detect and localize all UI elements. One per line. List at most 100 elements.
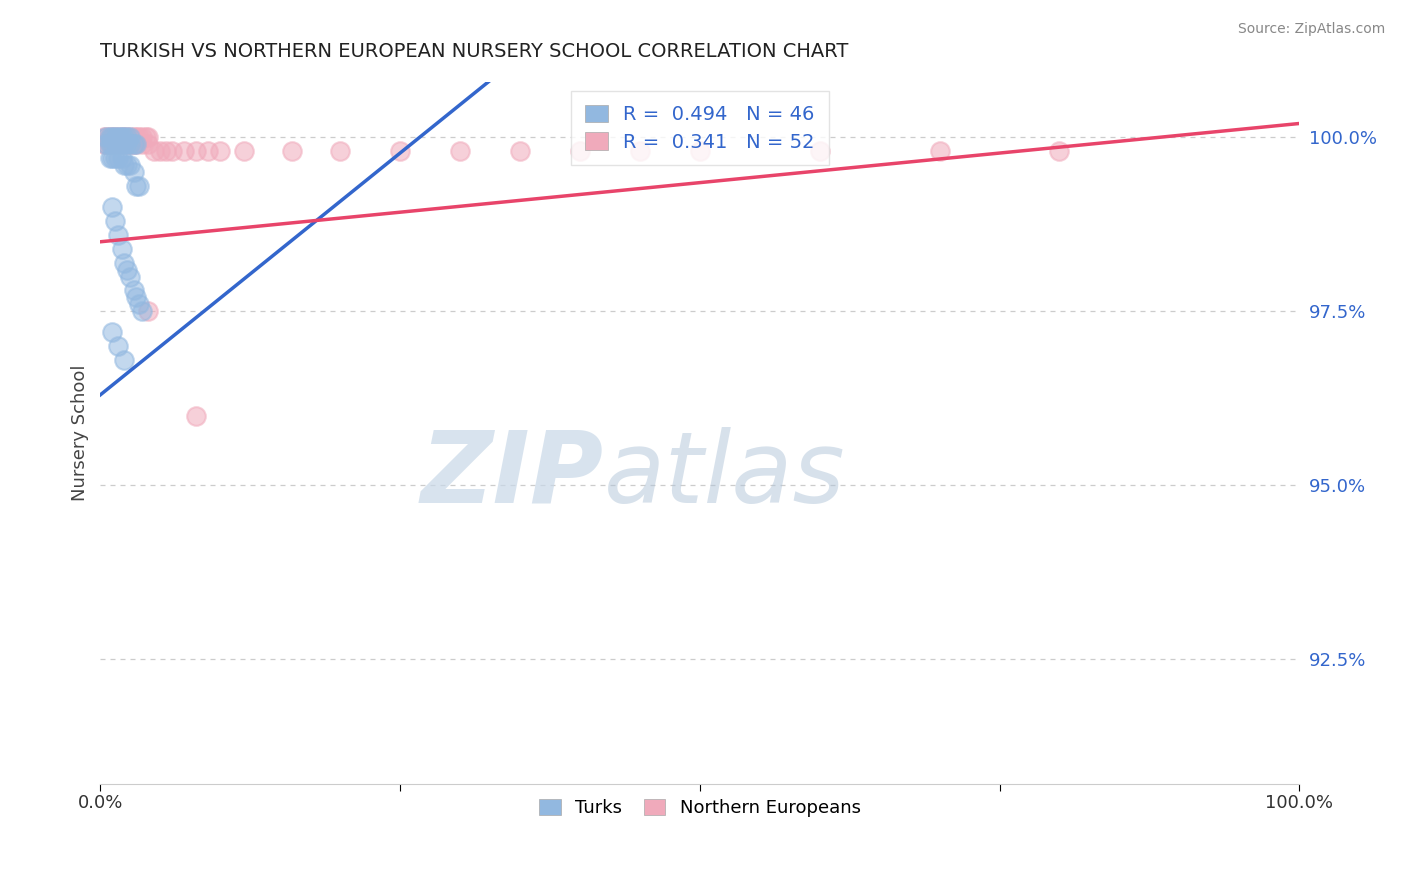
Point bbox=[101, 137, 124, 152]
Text: atlas: atlas bbox=[603, 426, 845, 524]
Point bbox=[98, 137, 121, 152]
Point bbox=[233, 145, 256, 159]
Point bbox=[112, 130, 135, 145]
Point bbox=[125, 290, 148, 304]
Point bbox=[120, 269, 142, 284]
Point bbox=[186, 409, 208, 423]
Point bbox=[93, 137, 115, 152]
Point bbox=[98, 151, 121, 165]
Point bbox=[111, 130, 134, 145]
Point bbox=[155, 145, 177, 159]
Point bbox=[98, 130, 121, 145]
Point bbox=[112, 137, 135, 152]
Point bbox=[96, 130, 118, 145]
Point bbox=[115, 130, 138, 145]
Point bbox=[104, 151, 127, 165]
Point bbox=[115, 262, 138, 277]
Point bbox=[122, 130, 145, 145]
Point bbox=[98, 137, 121, 152]
Point bbox=[112, 130, 135, 145]
Point bbox=[104, 214, 127, 228]
Point bbox=[281, 145, 304, 159]
Point bbox=[128, 297, 150, 311]
Point bbox=[143, 145, 166, 159]
Point bbox=[389, 145, 412, 159]
Point bbox=[120, 137, 142, 152]
Y-axis label: Nursery School: Nursery School bbox=[72, 365, 89, 501]
Point bbox=[112, 137, 135, 152]
Point bbox=[209, 145, 232, 159]
Point bbox=[808, 145, 831, 159]
Point bbox=[122, 284, 145, 298]
Point bbox=[101, 137, 124, 152]
Point bbox=[98, 130, 121, 145]
Point bbox=[111, 242, 134, 256]
Point bbox=[125, 137, 148, 152]
Point bbox=[135, 130, 157, 145]
Point bbox=[689, 145, 711, 159]
Point bbox=[136, 137, 159, 152]
Point bbox=[120, 137, 142, 152]
Point bbox=[173, 145, 195, 159]
Point bbox=[128, 179, 150, 194]
Point bbox=[112, 255, 135, 269]
Point bbox=[120, 130, 142, 145]
Point bbox=[568, 145, 591, 159]
Point bbox=[136, 130, 159, 145]
Point bbox=[96, 137, 118, 152]
Point bbox=[108, 130, 131, 145]
Point bbox=[120, 130, 142, 145]
Point bbox=[101, 200, 124, 214]
Point bbox=[112, 353, 135, 368]
Point bbox=[149, 145, 172, 159]
Point bbox=[162, 145, 184, 159]
Point bbox=[111, 137, 134, 152]
Point bbox=[104, 130, 127, 145]
Point bbox=[125, 179, 148, 194]
Text: Source: ZipAtlas.com: Source: ZipAtlas.com bbox=[1237, 22, 1385, 37]
Point bbox=[329, 145, 352, 159]
Point bbox=[111, 137, 134, 152]
Point bbox=[131, 137, 153, 152]
Point bbox=[107, 339, 129, 353]
Point bbox=[104, 130, 127, 145]
Point bbox=[628, 145, 651, 159]
Point bbox=[107, 130, 129, 145]
Point bbox=[104, 137, 127, 152]
Point bbox=[197, 145, 219, 159]
Point bbox=[104, 137, 127, 152]
Point bbox=[101, 130, 124, 145]
Point bbox=[96, 130, 118, 145]
Point bbox=[107, 137, 129, 152]
Point bbox=[107, 227, 129, 242]
Point bbox=[125, 130, 148, 145]
Point bbox=[128, 130, 150, 145]
Point bbox=[101, 151, 124, 165]
Point bbox=[120, 158, 142, 172]
Point bbox=[122, 165, 145, 179]
Legend: Turks, Northern Europeans: Turks, Northern Europeans bbox=[531, 792, 868, 824]
Point bbox=[96, 137, 118, 152]
Point bbox=[122, 137, 145, 152]
Point bbox=[115, 130, 138, 145]
Point bbox=[107, 137, 129, 152]
Point bbox=[131, 130, 153, 145]
Point bbox=[111, 130, 134, 145]
Point bbox=[101, 130, 124, 145]
Point bbox=[125, 137, 148, 152]
Point bbox=[111, 151, 134, 165]
Point bbox=[122, 137, 145, 152]
Point bbox=[112, 158, 135, 172]
Point bbox=[186, 145, 208, 159]
Point bbox=[115, 137, 138, 152]
Point bbox=[115, 158, 138, 172]
Point bbox=[101, 325, 124, 339]
Point bbox=[115, 137, 138, 152]
Point bbox=[93, 130, 115, 145]
Point bbox=[131, 304, 153, 318]
Point bbox=[1049, 145, 1071, 159]
Text: TURKISH VS NORTHERN EUROPEAN NURSERY SCHOOL CORRELATION CHART: TURKISH VS NORTHERN EUROPEAN NURSERY SCH… bbox=[100, 42, 849, 61]
Point bbox=[928, 145, 950, 159]
Point bbox=[105, 130, 128, 145]
Point bbox=[449, 145, 471, 159]
